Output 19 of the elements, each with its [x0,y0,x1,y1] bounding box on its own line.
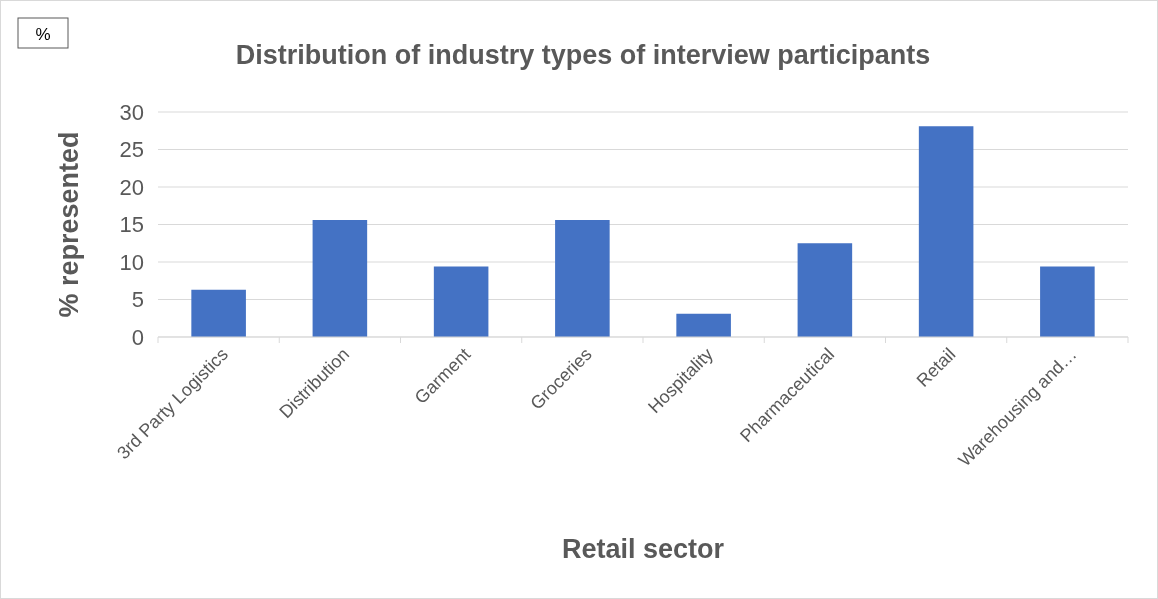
bar [191,289,246,337]
x-axis-title: Retail sector [561,534,725,564]
y-axis-title: % represented [54,131,84,318]
y-tick-label: 5 [131,287,144,313]
y-tick-label: 25 [119,137,144,163]
bar [797,243,853,337]
y-tick-label: 0 [131,324,144,350]
y-tick-label: 20 [119,174,144,200]
bar [433,266,489,337]
bar [555,220,610,337]
bar [918,126,974,337]
bar [676,313,731,337]
chart-title: Distribution of industry types of interview participants [235,40,931,70]
y-tick-label: 15 [119,212,144,238]
bar [1040,266,1095,337]
bar [312,220,368,337]
y-tick-label: 10 [119,249,144,275]
text: % [35,25,51,44]
y-tick-label: 30 [119,99,144,125]
